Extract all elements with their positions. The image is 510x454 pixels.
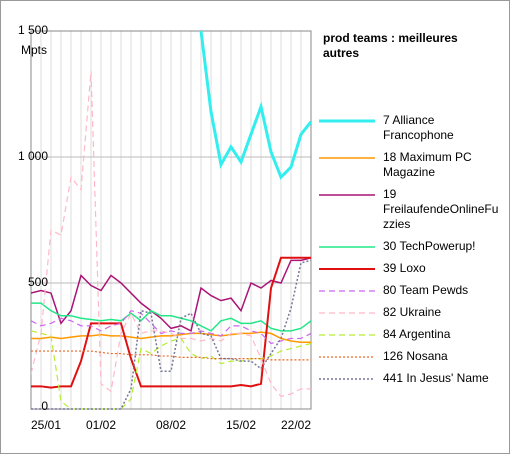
legend-label: 84 Argentina <box>383 327 451 341</box>
y-tick-label: 0 <box>41 399 48 413</box>
x-tick-label: 22/02 <box>281 418 311 432</box>
x-tick-label: 25/01 <box>31 418 61 432</box>
legend-label: 30 TechPowerup! <box>383 239 476 253</box>
legend-swatch <box>319 246 375 248</box>
legend-item: 441 In Jesus' Name <box>317 371 507 386</box>
legend-label: 19 FreilaufendeOnlineFuzzies <box>383 187 499 231</box>
legend-item: 80 Team Pewds <box>317 283 507 298</box>
legend-label: 441 In Jesus' Name <box>383 371 489 385</box>
legend-item: 30 TechPowerup! <box>317 239 507 254</box>
legend-swatch <box>319 334 375 336</box>
series-line <box>199 31 311 180</box>
y-tick-label: 500 <box>28 275 48 289</box>
legend-label: 39 Loxo <box>383 261 426 275</box>
legend-item: 84 Argentina <box>317 327 507 342</box>
legend-label: 82 Ukraine <box>383 305 442 319</box>
x-tick-label: 15/02 <box>226 418 256 432</box>
legend-swatch <box>319 157 375 159</box>
legend-swatch <box>319 290 375 292</box>
series-line <box>31 331 311 343</box>
y-tick-label: 1 500 <box>18 23 48 37</box>
legend-swatch <box>319 378 375 380</box>
legend-label: 18 Maximum PC Magazine <box>383 150 472 179</box>
plot-frame <box>30 30 312 410</box>
x-tick-label: 08/02 <box>156 418 186 432</box>
x-tick-label: 01/02 <box>86 418 116 432</box>
legend-label: 126 Nosana <box>383 349 448 363</box>
legend-item: 126 Nosana <box>317 349 507 364</box>
y-unit: Mpts <box>21 43 47 57</box>
series-line <box>31 256 311 389</box>
legend-label: 80 Team Pewds <box>383 283 469 297</box>
legend: 7 Alliance Francophone 18 Maximum PC Maga… <box>317 113 507 393</box>
legend-item: 18 Maximum PC Magazine <box>317 150 507 180</box>
series-line <box>31 259 311 410</box>
legend-item: 82 Ukraine <box>317 305 507 320</box>
series-line <box>31 257 311 332</box>
legend-swatch <box>319 119 375 123</box>
legend-item: 7 Alliance Francophone <box>317 113 507 143</box>
legend-swatch <box>319 194 375 196</box>
y-tick-label: 1 000 <box>18 149 48 163</box>
chart-title: prod teams : meilleures autres <box>323 31 458 60</box>
legend-item: 19 FreilaufendeOnlineFuzzies <box>317 187 507 232</box>
series-line <box>31 302 311 332</box>
legend-swatch <box>319 356 375 358</box>
legend-label: 7 Alliance Francophone <box>383 113 454 142</box>
legend-item: 39 Loxo <box>317 261 507 276</box>
legend-swatch <box>319 268 375 270</box>
legend-swatch <box>319 312 375 314</box>
series-line <box>31 310 311 345</box>
series-line <box>31 350 311 361</box>
